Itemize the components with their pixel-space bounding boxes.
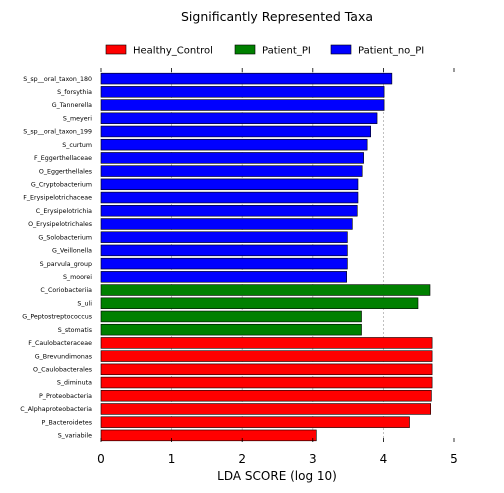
bars — [100, 72, 433, 442]
category-label-o-eggerthellales: O_Eggerthellales — [39, 168, 92, 175]
category-labels: S_sp__oral_taxon_180 S_forsythia G_Tannere… — [20, 76, 92, 440]
legend-label-patient-pi: Patient_PI — [262, 46, 311, 57]
bar-p-proteobacteria — [100, 390, 432, 402]
category-label-g-peptostreptococcus: G_Peptostreptococcus — [22, 314, 92, 321]
category-label-s-variabile: S_variabile — [58, 433, 92, 440]
bar-s-diminuta — [100, 376, 433, 389]
bar-o-erysipelotrichales — [100, 218, 353, 230]
bar-s-curtum — [100, 138, 368, 151]
bar-s-parvula-group — [100, 257, 348, 270]
bar-s-stomatis — [100, 323, 362, 336]
category-label-f-eggerthellaceae: F_Eggerthellaceae — [34, 155, 92, 162]
category-label-s-parvula-group: S_parvula_group — [40, 261, 92, 268]
x-tick-label-3: 3 — [309, 452, 317, 466]
category-label-c-coriobacteriia: C_Coriobacteriia — [40, 287, 92, 294]
legend-swatch-healthy-control — [105, 44, 127, 55]
x-tick-label-4: 4 — [380, 452, 388, 466]
legend-label-patient-no-pi: Patient_no_PI — [358, 46, 424, 57]
bar-f-eggerthellaceae — [100, 152, 364, 164]
x-tick-label-1: 1 — [168, 452, 176, 466]
x-axis-ticks: 0 1 2 3 4 5 — [97, 68, 458, 466]
bar-f-erysipelotrichaceae — [100, 191, 359, 204]
category-label-s-diminuta: S_diminuta — [57, 380, 92, 387]
category-label-g-cryptobacterium: G_Cryptobacterium — [31, 182, 92, 189]
category-label-p-bacteroidetes: P_Bacteroidetes — [42, 419, 92, 426]
bar-g-veillonella — [100, 244, 348, 257]
bar-g-peptostreptococcus — [100, 310, 362, 323]
category-label-g-veillonella: G_Veillonella — [52, 248, 92, 255]
bar-f-caulobacteraceae — [100, 337, 433, 349]
bar-g-cryptobacterium — [100, 178, 359, 191]
bar-g-solobacterium — [100, 231, 348, 243]
category-label-p-proteobacteria: P_Proteobacteria — [39, 393, 92, 400]
chart-title: Significantly Represented Taxa — [181, 9, 373, 24]
bar-c-coriobacteriia — [100, 284, 431, 296]
x-tick-label-2: 2 — [238, 452, 246, 466]
legend: Healthy_Control Patient_PI Patient_no_PI — [105, 44, 424, 57]
category-label-o-erysipelotrichales: O_Erysipelotrichales — [28, 221, 92, 228]
category-label-f-erysipelotrichaceae: F_Erysipelotrichaceae — [23, 195, 92, 202]
category-label-c-alphaproteobacteria: C_Alphaproteobacteria — [20, 406, 92, 413]
x-tick-label-0: 0 — [97, 452, 105, 466]
bar-s-forsythia — [100, 86, 385, 98]
legend-swatch-patient-pi — [234, 44, 256, 55]
category-label-s-uli: S_uli — [77, 300, 92, 307]
category-label-g-brevundimonas: G_Brevundimonas — [35, 353, 92, 360]
legend-swatch-patient-no-pi — [330, 44, 352, 55]
category-label-s-sp-oral-taxon-199: S_sp__oral_taxon_199 — [23, 129, 92, 136]
category-label-s-curtum: S_curtum — [62, 142, 92, 149]
category-label-s-meyeri: S_meyeri — [63, 115, 92, 122]
category-label-s-stomatis: S_stomatis — [58, 327, 92, 334]
x-axis-label: LDA SCORE (log 10) — [217, 469, 337, 483]
bar-s-uli — [100, 297, 419, 309]
bar-g-tannerella — [100, 99, 385, 111]
bar-p-bacteroidetes — [100, 416, 410, 428]
category-label-f-caulobacteraceae: F_Caulobacteraceae — [28, 340, 92, 347]
bar-s-sp-oral-taxon-180 — [100, 72, 393, 85]
category-label-g-solobacterium: G_Solobacterium — [38, 234, 92, 241]
category-label-g-tannerella: G_Tannerella — [52, 102, 92, 109]
bar-o-eggerthellales — [100, 165, 363, 177]
category-label-o-caulobacterales: O_Caulobacterales — [33, 367, 92, 374]
bar-s-sp-oral-taxon-199 — [100, 125, 371, 138]
bar-s-variabile — [100, 429, 317, 442]
bar-c-erysipelotrichia — [100, 205, 358, 217]
bar-s-meyeri — [100, 112, 378, 124]
category-label-s-moorei: S_moorei — [63, 274, 92, 281]
bar-s-moorei — [100, 271, 347, 283]
x-tick-label-5: 5 — [450, 452, 458, 466]
category-label-s-forsythia: S_forsythia — [57, 89, 92, 96]
category-label-s-sp-oral-taxon-180: S_sp__oral_taxon_180 — [23, 76, 92, 83]
bar-o-caulobacterales — [100, 363, 433, 376]
legend-label-healthy-control: Healthy_Control — [133, 46, 213, 57]
bar-c-alphaproteobacteria — [100, 403, 432, 415]
bar-g-brevundimonas — [100, 350, 433, 362]
category-label-c-erysipelotrichia: C_Erysipelotrichia — [36, 208, 92, 215]
